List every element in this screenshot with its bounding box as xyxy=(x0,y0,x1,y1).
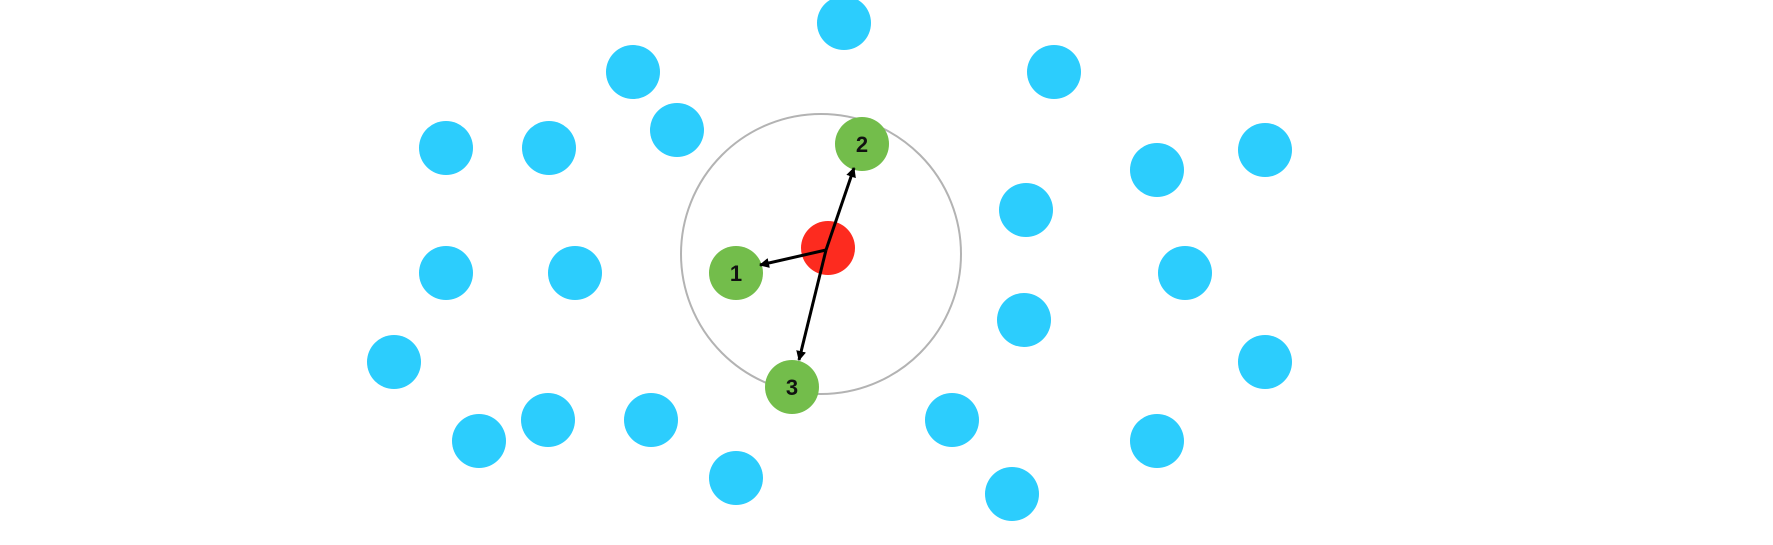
other-point xyxy=(1130,414,1184,468)
other-point xyxy=(997,293,1051,347)
other-point xyxy=(606,45,660,99)
other-point xyxy=(548,246,602,300)
other-point xyxy=(817,0,871,50)
other-point xyxy=(1027,45,1081,99)
other-points xyxy=(367,0,1292,521)
other-point xyxy=(1130,143,1184,197)
neighbor-arrows xyxy=(759,167,856,361)
other-point xyxy=(367,335,421,389)
arrow-to-neighbor-3 xyxy=(796,249,828,361)
other-point xyxy=(521,393,575,447)
other-point xyxy=(522,121,576,175)
other-point xyxy=(985,467,1039,521)
nearest-neighbors xyxy=(709,117,889,414)
other-point xyxy=(1238,335,1292,389)
other-point xyxy=(419,121,473,175)
other-point xyxy=(925,393,979,447)
arrow-to-neighbor-1 xyxy=(759,248,827,268)
neighbor-label-2: 2 xyxy=(856,132,868,157)
other-point xyxy=(1238,123,1292,177)
other-point xyxy=(1158,246,1212,300)
neighbor-label-3: 3 xyxy=(786,375,798,400)
other-point xyxy=(709,451,763,505)
neighbor-label-1: 1 xyxy=(730,261,742,286)
neighbor-point-3 xyxy=(765,360,819,414)
other-point xyxy=(624,393,678,447)
other-point xyxy=(419,246,473,300)
arrow-to-neighbor-2 xyxy=(824,167,856,251)
neighbor-point-1 xyxy=(709,246,763,300)
neighborhood-radius-circle xyxy=(680,113,962,395)
neighbor-point-2 xyxy=(835,117,889,171)
other-point xyxy=(452,414,506,468)
other-point xyxy=(999,183,1053,237)
other-point xyxy=(650,103,704,157)
neighbor-labels: 1 2 3 xyxy=(730,132,868,400)
